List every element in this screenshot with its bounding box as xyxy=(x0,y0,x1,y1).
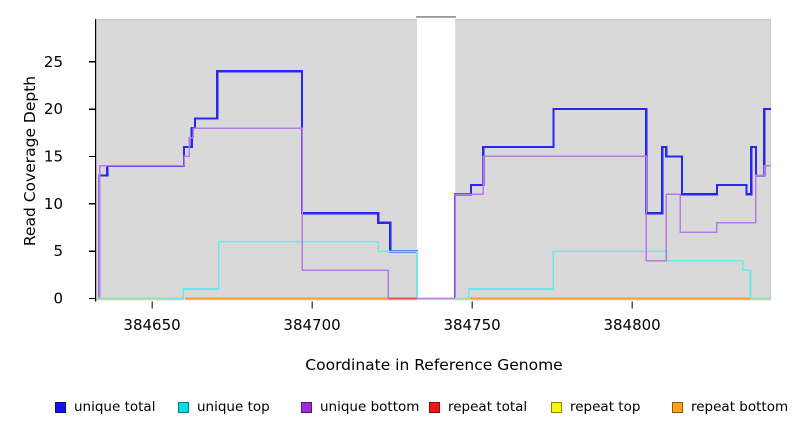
series-line-unique-total xyxy=(97,70,771,300)
legend-label: repeat bottom xyxy=(691,399,789,415)
y-tick-label-10: 10 xyxy=(44,195,63,213)
x-tick-label-384800: 384800 xyxy=(603,316,660,334)
legend-item-unique-bottom: unique bottom xyxy=(301,399,419,415)
legend-swatch-repeat-bottom xyxy=(672,401,683,413)
panel-right-border xyxy=(769,19,771,301)
legend-label: unique bottom xyxy=(320,399,420,415)
y-tick-label-0: 0 xyxy=(53,290,63,308)
legend-swatch-unique-total xyxy=(55,401,66,413)
x-axis-title: Coordinate in Reference Genome xyxy=(305,356,563,374)
legend-item-repeat-total: repeat total xyxy=(429,399,527,415)
y-tick-label-25: 25 xyxy=(44,53,63,71)
gap-top-line xyxy=(416,16,457,18)
legend-swatch-repeat-total xyxy=(429,401,440,413)
y-axis-line xyxy=(95,19,97,302)
x-tick-label-384700: 384700 xyxy=(283,316,340,334)
legend-label: repeat top xyxy=(570,399,641,415)
legend-label: unique total xyxy=(74,399,156,415)
series-line-unique-top xyxy=(97,240,771,300)
series-line-unique-bottom xyxy=(97,127,771,300)
legend-label: unique top xyxy=(197,399,270,415)
legend-item-repeat-top: repeat top xyxy=(551,399,640,415)
legend-label: repeat total xyxy=(448,399,528,415)
legend-swatch-repeat-top xyxy=(551,401,562,413)
gap-band xyxy=(417,16,456,301)
y-axis-title: Read Coverage Depth xyxy=(21,75,39,247)
legend-swatch-unique-bottom xyxy=(301,401,312,413)
legend-item-repeat-bottom: repeat bottom xyxy=(672,399,788,415)
x-tick-label-384650: 384650 xyxy=(123,316,180,334)
legend-item-unique-total: unique total xyxy=(55,399,155,415)
legend-swatch-unique-top xyxy=(178,401,189,413)
y-tick-label-15: 15 xyxy=(44,147,63,165)
y-tick-label-20: 20 xyxy=(44,100,63,118)
x-tick-label-384750: 384750 xyxy=(443,316,500,334)
legend-item-unique-top: unique top xyxy=(178,399,270,415)
y-tick-label-5: 5 xyxy=(53,242,63,260)
